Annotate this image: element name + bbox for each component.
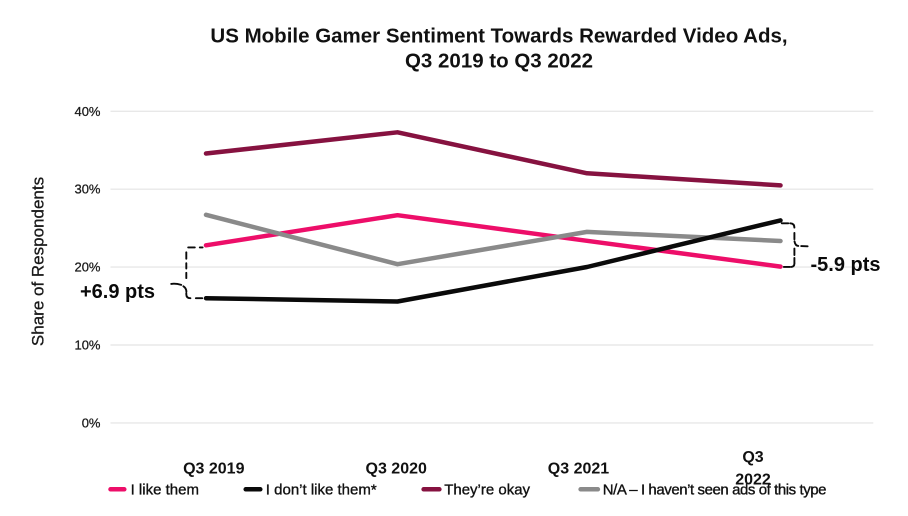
svg-text:Q3 2019 to Q3 2022: Q3 2019 to Q3 2022: [405, 50, 593, 73]
svg-text:30%: 30%: [74, 182, 100, 197]
svg-text:I like them: I like them: [131, 482, 199, 499]
svg-text:US Mobile Gamer Sentiment Towa: US Mobile Gamer Sentiment Towards Reward…: [210, 24, 787, 47]
svg-text:N/A – I haven’t seen ads of th: N/A – I haven’t seen ads of this type: [603, 482, 826, 499]
svg-text:Q3: Q3: [742, 449, 763, 466]
svg-text:0%: 0%: [82, 415, 101, 430]
svg-text:They’re okay: They’re okay: [444, 482, 530, 499]
svg-text:-5.9 pts: -5.9 pts: [811, 254, 881, 276]
svg-text:+6.9 pts: +6.9 pts: [80, 281, 155, 303]
svg-text:20%: 20%: [74, 260, 100, 275]
svg-text:2022: 2022: [735, 471, 771, 488]
svg-text:Share of Respondents: Share of Respondents: [29, 177, 48, 346]
svg-text:10%: 10%: [74, 338, 100, 353]
svg-text:Q3 2019: Q3 2019: [183, 461, 244, 478]
svg-text:I don’t like them*: I don’t like them*: [266, 482, 377, 499]
svg-text:40%: 40%: [74, 104, 100, 119]
svg-text:Q3 2020: Q3 2020: [366, 461, 427, 478]
svg-text:Q3 2021: Q3 2021: [548, 461, 609, 478]
